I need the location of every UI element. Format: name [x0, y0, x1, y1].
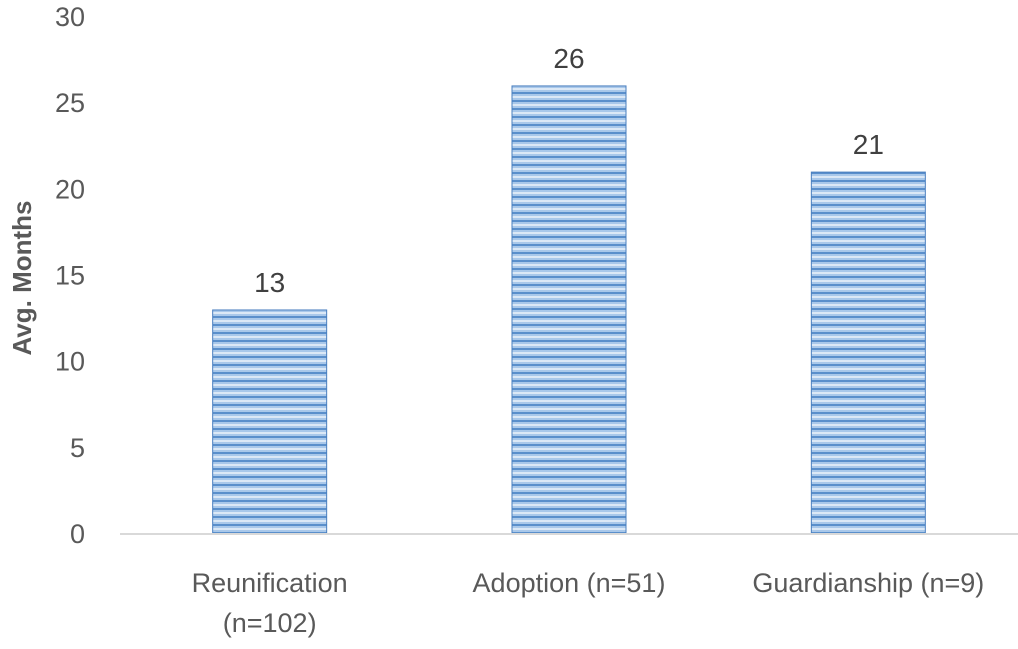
bar	[212, 309, 328, 535]
data-label: 13	[254, 267, 285, 298]
category-label: (n=102)	[223, 608, 317, 638]
y-axis-title: Avg. Months	[7, 200, 37, 355]
bar	[810, 171, 926, 535]
y-tick-label: 0	[70, 519, 85, 549]
data-labels-group: 13 26 21	[254, 43, 884, 298]
y-axis-ticks: 0 5 10 15 20 25 30	[55, 2, 85, 549]
y-tick-label: 30	[55, 2, 85, 32]
y-tick-label: 5	[70, 433, 85, 463]
y-tick-label: 15	[55, 261, 85, 291]
y-tick-label: 20	[55, 174, 85, 204]
category-label: Guardianship (n=9)	[752, 568, 984, 598]
y-tick-label: 25	[55, 88, 85, 118]
bars-group	[212, 85, 926, 535]
category-label: Reunification	[192, 568, 348, 598]
category-label: Adoption (n=51)	[473, 568, 666, 598]
data-label: 26	[553, 43, 584, 74]
data-label: 21	[853, 129, 884, 160]
bar	[511, 85, 627, 535]
category-labels-group: Reunification (n=102) Adoption (n=51) Guard…	[192, 568, 985, 638]
y-tick-label: 10	[55, 347, 85, 377]
